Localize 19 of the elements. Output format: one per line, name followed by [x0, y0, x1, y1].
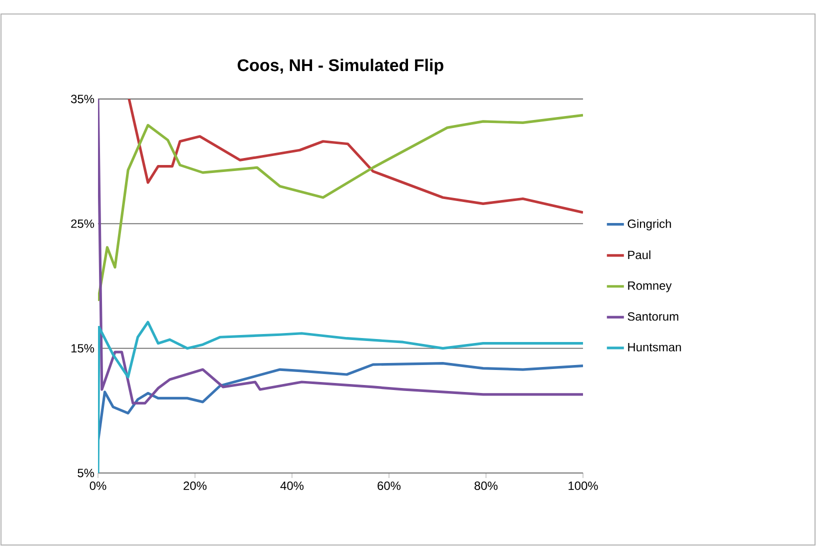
legend-label: Santorum: [628, 312, 678, 321]
y-tick-label: 25%: [71, 219, 94, 228]
y-tick-label: 15%: [71, 344, 94, 353]
x-tick-label: 60%: [378, 482, 401, 490]
x-tick-label: 20%: [184, 482, 207, 490]
y-tick-label: 35%: [71, 94, 94, 104]
legend-label: Romney: [628, 282, 672, 292]
line-series: [98, 114, 584, 302]
legend-label: Paul: [628, 250, 650, 260]
x-tick-label: 100%: [568, 482, 598, 490]
chart-title: Coos, NH - Simulated Flip: [238, 58, 444, 75]
legend-label: Gingrich: [628, 219, 671, 230]
x-tick-label: 80%: [474, 482, 498, 490]
legend-label: Huntsman: [628, 343, 681, 352]
y-tick-label: 5%: [78, 468, 94, 478]
line-series: [98, 99, 584, 404]
x-tick-label: 0%: [90, 482, 106, 490]
line-series: [128, 99, 584, 214]
x-tick-label: 40%: [280, 482, 304, 490]
